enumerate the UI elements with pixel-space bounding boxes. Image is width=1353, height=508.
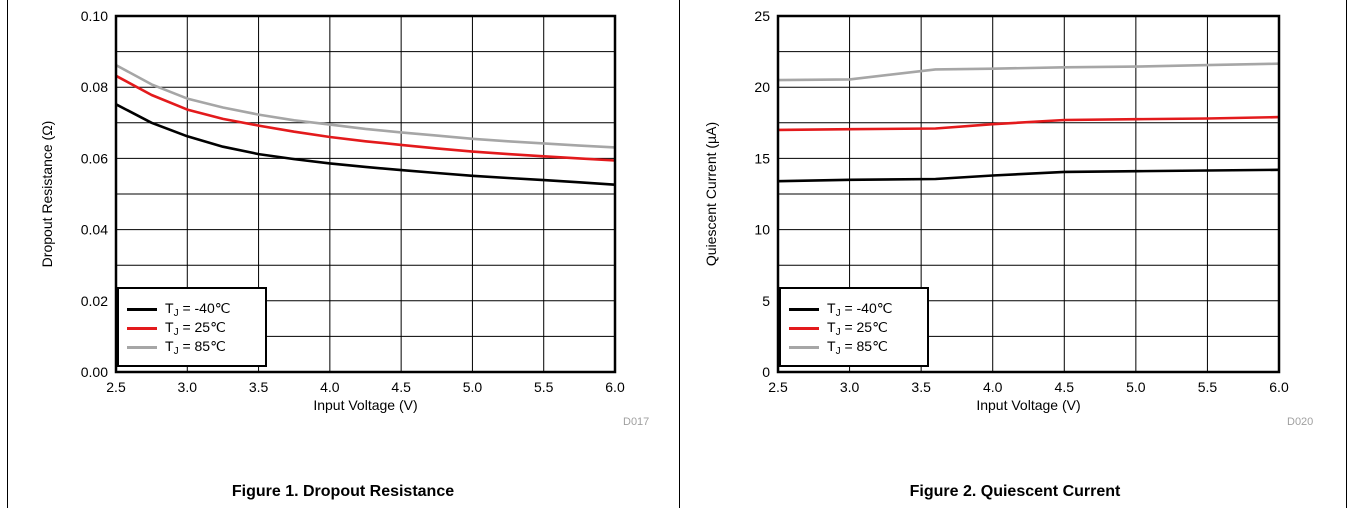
x-tick-label: 3.5 bbox=[911, 379, 931, 395]
x-axis-label: Input Voltage (V) bbox=[313, 397, 417, 413]
y-tick-label: 0 bbox=[762, 364, 770, 380]
legend-item: TJ = 85℃ bbox=[789, 337, 888, 357]
series-line bbox=[115, 63, 616, 149]
plot-frame bbox=[114, 14, 617, 374]
y-tick-label: 0.08 bbox=[81, 79, 108, 95]
y-tick-label: 0.10 bbox=[81, 8, 108, 24]
x-tick-label: 2.5 bbox=[106, 379, 126, 395]
legend-swatch bbox=[127, 345, 157, 349]
y-tick-label: 20 bbox=[754, 79, 770, 95]
legend-item: TJ = 85℃ bbox=[127, 337, 226, 357]
legend-label: TJ = 85℃ bbox=[165, 337, 226, 357]
x-tick-label: 6.0 bbox=[1269, 379, 1289, 395]
y-tick-label: 0.02 bbox=[81, 293, 108, 309]
legend-swatch bbox=[127, 307, 157, 311]
legend-swatch bbox=[789, 345, 819, 349]
legend-label: TJ = 25℃ bbox=[827, 318, 888, 338]
figure-1-panel: 2.5 3.0 3.5 4.0 4.5 5.0 5.5 6.0 0.00 0.02 0.04 0.06… bbox=[8, 0, 678, 508]
x-tick-label: 5.5 bbox=[1198, 379, 1218, 395]
x-axis-label: Input Voltage (V) bbox=[976, 397, 1080, 413]
figure-2-panel: 2.5 3.0 3.5 4.0 4.5 5.0 5.5 6.0 0 5 10 15 20 25 Input … bbox=[680, 0, 1350, 508]
y-tick-label: 10 bbox=[754, 222, 770, 238]
y-axis-label: Quiescent Current (µA) bbox=[703, 122, 719, 266]
legend-item: TJ = 25℃ bbox=[789, 318, 888, 338]
legend-label: TJ = 85℃ bbox=[827, 337, 888, 357]
x-tick-label: 3.5 bbox=[249, 379, 269, 395]
y-tick-label: 5 bbox=[762, 293, 770, 309]
series-line bbox=[777, 115, 1280, 132]
x-tick-label: 5.5 bbox=[534, 379, 554, 395]
x-tick-label: 3.0 bbox=[178, 379, 198, 395]
legend-label: TJ = -40℃ bbox=[827, 299, 893, 319]
figure-2-code: D020 bbox=[1287, 416, 1314, 428]
y-tick-label: 0.06 bbox=[81, 150, 108, 166]
figure-1-code: D017 bbox=[623, 416, 650, 428]
x-tick-label: 2.5 bbox=[768, 379, 788, 395]
x-tick-label: 4.5 bbox=[1055, 379, 1075, 395]
figure-2-caption: Figure 2. Quiescent Current bbox=[909, 483, 1121, 500]
figure-1-caption: Figure 1. Dropout Resistance bbox=[231, 483, 455, 500]
y-axis-label: Dropout Resistance (Ω) bbox=[39, 121, 55, 268]
panel-divider bbox=[679, 0, 680, 508]
legend-swatch bbox=[789, 326, 819, 330]
x-tick-label: 4.0 bbox=[320, 379, 340, 395]
series-line bbox=[777, 168, 1280, 183]
y-tick-label: 0.00 bbox=[81, 364, 108, 380]
x-tick-label: 4.0 bbox=[983, 379, 1003, 395]
x-tick-label: 3.0 bbox=[840, 379, 860, 395]
y-tick-label: 15 bbox=[754, 150, 770, 166]
figure-2-chart: 2.5 3.0 3.5 4.0 4.5 5.0 5.5 6.0 0 5 10 15 20 25 Input … bbox=[703, 8, 1289, 413]
x-tick-label: 5.0 bbox=[1126, 379, 1146, 395]
figure-2-legend: TJ = -40℃ TJ = 25℃ TJ = 85℃ bbox=[779, 287, 929, 367]
series-line bbox=[777, 62, 1280, 82]
x-tick-label: 6.0 bbox=[605, 379, 625, 395]
left-border bbox=[7, 0, 8, 508]
legend-label: TJ = -40℃ bbox=[165, 299, 231, 319]
legend-item: TJ = -40℃ bbox=[127, 299, 231, 319]
right-border bbox=[1346, 0, 1347, 508]
y-tick-label: 25 bbox=[754, 8, 770, 24]
series-line bbox=[115, 103, 616, 186]
x-tick-label: 5.0 bbox=[463, 379, 483, 395]
gridlines bbox=[116, 16, 615, 372]
y-tick-label: 0.04 bbox=[81, 222, 108, 238]
figure-1-chart: 2.5 3.0 3.5 4.0 4.5 5.0 5.5 6.0 0.00 0.02 0.04 0.06… bbox=[39, 8, 625, 413]
legend-item: TJ = 25℃ bbox=[127, 318, 226, 338]
series-line bbox=[115, 74, 616, 162]
legend-item: TJ = -40℃ bbox=[789, 299, 893, 319]
plot-frame bbox=[776, 14, 1281, 374]
legend-label: TJ = 25℃ bbox=[165, 318, 226, 338]
legend-swatch bbox=[127, 326, 157, 330]
figure-1-legend: TJ = -40℃ TJ = 25℃ TJ = 85℃ bbox=[117, 287, 267, 367]
x-tick-label: 4.5 bbox=[391, 379, 411, 395]
legend-swatch bbox=[789, 307, 819, 311]
